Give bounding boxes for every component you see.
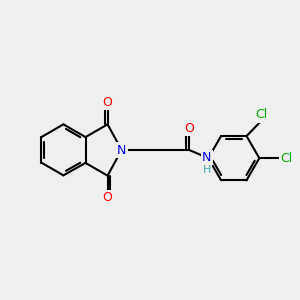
Text: N: N (202, 151, 212, 164)
Text: N: N (117, 143, 126, 157)
Text: O: O (184, 122, 194, 135)
Text: O: O (103, 191, 112, 204)
Text: H: H (202, 165, 211, 175)
Text: Cl: Cl (255, 108, 268, 121)
Text: Cl: Cl (281, 152, 293, 165)
Text: O: O (103, 96, 112, 109)
